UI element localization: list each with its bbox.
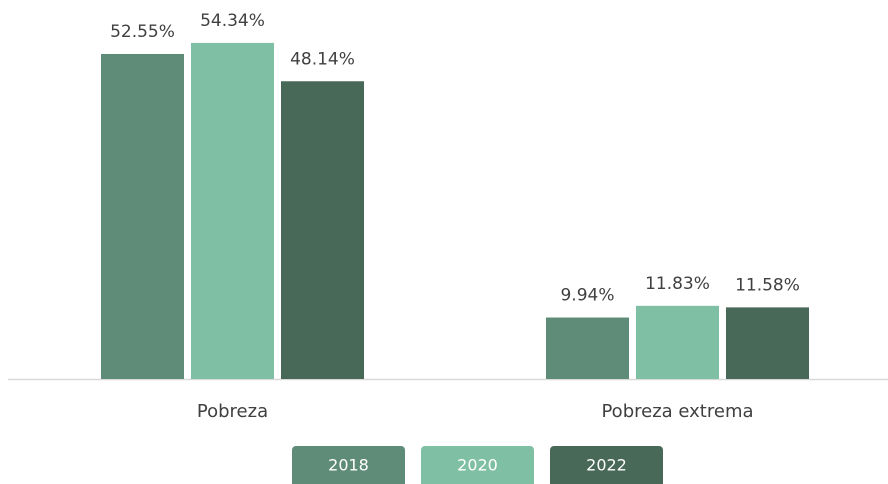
legend-label: 2022: [586, 456, 627, 475]
x-tick-label: Pobreza extrema: [601, 401, 753, 422]
bar: [101, 53, 184, 380]
bar: [636, 305, 719, 379]
bar: [546, 317, 629, 379]
data-label: 11.58%: [735, 275, 800, 295]
legend-swatch: [292, 446, 405, 484]
x-tick-label: Pobreza: [197, 401, 268, 422]
bar: [191, 42, 274, 379]
legend-swatch: [421, 446, 534, 484]
legend-label: 2020: [457, 456, 498, 475]
data-label: 11.83%: [645, 274, 710, 294]
legend-label: 2018: [328, 456, 369, 475]
bar: [281, 81, 364, 380]
legend-swatch: [550, 446, 663, 484]
data-label: 48.14%: [290, 49, 355, 69]
data-label: 52.55%: [110, 22, 175, 42]
bar: [726, 307, 809, 379]
data-label: 54.34%: [200, 11, 265, 31]
data-label: 9.94%: [560, 286, 614, 306]
